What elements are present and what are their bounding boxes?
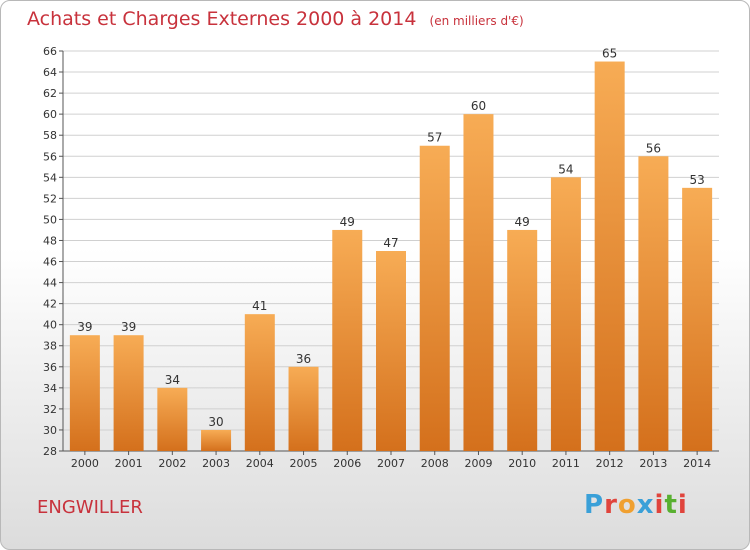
y-tick-label: 38 [43, 340, 57, 353]
bar [638, 156, 669, 451]
bar-value-label: 41 [252, 299, 267, 313]
bar [463, 114, 494, 451]
bar-value-label: 53 [689, 173, 704, 187]
y-tick-label: 64 [43, 66, 57, 79]
y-tick-label: 54 [43, 171, 57, 184]
y-tick-label: 58 [43, 129, 57, 142]
bar-value-label: 49 [515, 215, 530, 229]
x-tick-label: 2012 [596, 457, 624, 470]
x-tick-label: 2002 [158, 457, 186, 470]
y-tick-label: 36 [43, 361, 57, 374]
x-tick-label: 2008 [421, 457, 449, 470]
bar [376, 251, 406, 451]
logo-letter: i [654, 490, 665, 520]
x-tick-label: 2005 [290, 457, 318, 470]
bar-value-label: 47 [383, 236, 398, 250]
bar [244, 314, 275, 451]
y-tick-label: 40 [43, 319, 57, 332]
bar-value-label: 39 [121, 320, 136, 334]
bar-value-label: 54 [558, 162, 573, 176]
logo-letter: x [636, 490, 655, 520]
x-tick-label: 2010 [508, 457, 536, 470]
bar-value-label: 39 [77, 320, 92, 334]
y-tick-label: 56 [43, 150, 57, 163]
y-tick-label: 44 [43, 277, 57, 290]
y-tick-label: 60 [43, 108, 57, 121]
y-tick-label: 32 [43, 403, 57, 416]
logo-letter: o [617, 490, 637, 520]
bar-value-label: 36 [296, 352, 311, 366]
x-tick-label: 2000 [71, 457, 99, 470]
y-tick-label: 62 [43, 87, 57, 100]
bar [157, 387, 188, 451]
logo-letter: t [664, 490, 678, 520]
bar-value-label: 56 [646, 141, 661, 155]
y-tick-label: 46 [43, 256, 57, 269]
y-tick-label: 52 [43, 192, 57, 205]
bar-value-label: 65 [602, 47, 617, 61]
bar [507, 229, 538, 451]
bar-value-label: 57 [427, 131, 442, 145]
y-tick-label: 34 [43, 382, 57, 395]
bar [594, 61, 625, 452]
x-tick-label: 2003 [202, 457, 230, 470]
bar [550, 177, 581, 451]
y-tick-label: 50 [43, 213, 57, 226]
chart-title: Achats et Charges Externes 2000 à 2014 [27, 8, 417, 30]
y-tick-label: 42 [43, 298, 57, 311]
bar-value-label: 30 [208, 415, 223, 429]
bar [288, 366, 319, 451]
chart-subtitle: (en milliers d'€) [429, 14, 524, 28]
y-tick-label: 30 [43, 424, 57, 437]
bar-value-label: 34 [165, 373, 180, 387]
x-tick-label: 2001 [115, 457, 143, 470]
bar [113, 335, 144, 451]
x-tick-label: 2004 [246, 457, 274, 470]
x-tick-label: 2013 [639, 457, 667, 470]
x-tick-label: 2014 [683, 457, 711, 470]
x-tick-label: 2011 [552, 457, 580, 470]
bar [201, 429, 232, 451]
place-name: ENGWILLER [37, 497, 143, 518]
title-row: Achats et Charges Externes 2000 à 2014 (… [27, 8, 524, 30]
x-tick-label: 2009 [464, 457, 492, 470]
bar [682, 187, 713, 451]
y-tick-label: 48 [43, 234, 57, 247]
bar-layer: 39 39 34 30 41 36 49 47 57 60 49 54 65 56 53 [69, 47, 713, 452]
bar [419, 145, 450, 451]
bar-value-label: 60 [471, 99, 486, 113]
y-tick-label: 66 [43, 45, 57, 58]
logo-letter: r [604, 490, 618, 520]
bar [332, 229, 363, 451]
bar-value-label: 49 [340, 215, 355, 229]
bar [69, 335, 100, 451]
x-tick-label: 2006 [333, 457, 361, 470]
logo-letter: P [584, 490, 605, 520]
y-tick-label: 28 [43, 445, 57, 458]
logo-letter: i [677, 490, 688, 520]
x-tick-label: 2007 [377, 457, 405, 470]
proxiti-logo: Proxiti [584, 490, 688, 520]
